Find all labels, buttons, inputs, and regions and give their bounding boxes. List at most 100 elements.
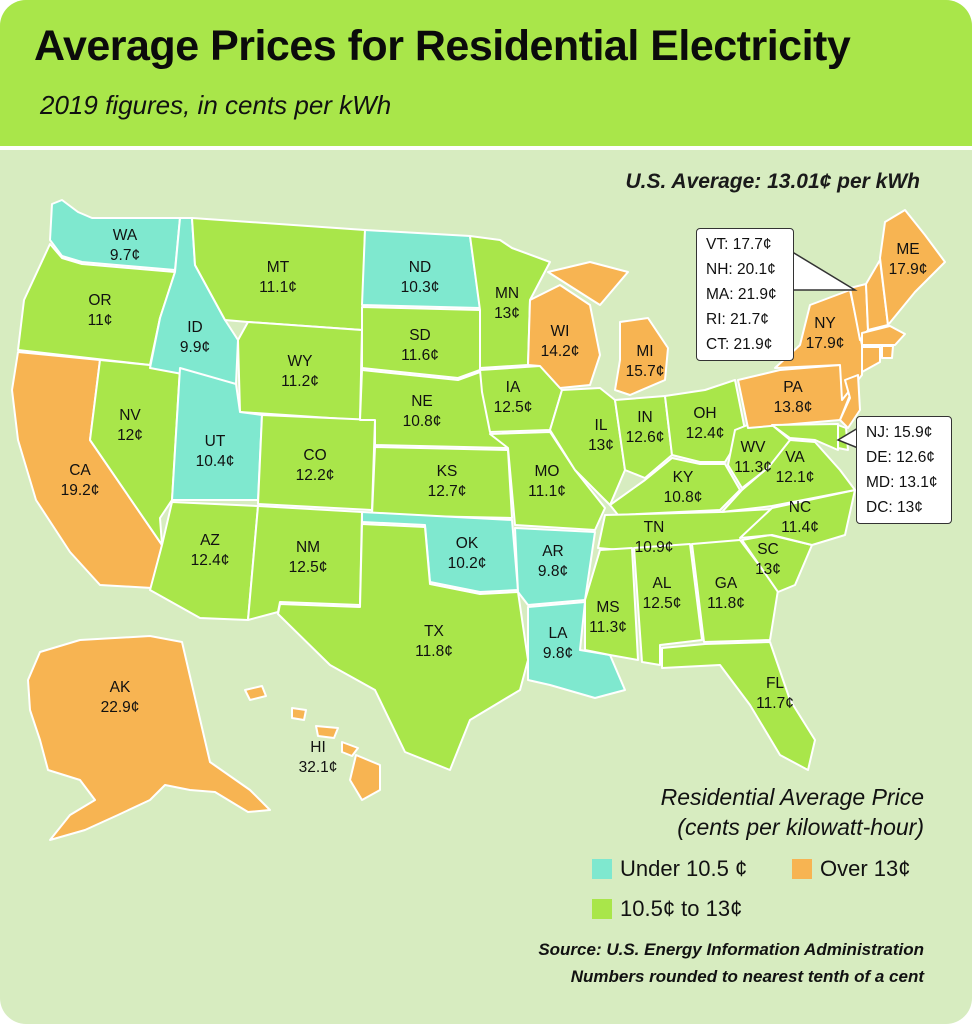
label-ny-abbr: NY [814, 315, 836, 332]
label-mo-abbr: MO [535, 463, 560, 480]
source-line1: Source: U.S. Energy Information Administ… [538, 940, 924, 959]
label-ny-price: 17.9¢ [806, 335, 845, 352]
state-ks [371, 446, 513, 519]
label-me-price: 17.9¢ [889, 261, 928, 278]
state-il [549, 387, 626, 506]
label-ca-abbr: CA [69, 462, 91, 479]
label-mn-abbr: MN [495, 285, 519, 302]
callout-md: MD: 13.1¢ [866, 474, 938, 491]
label-fl-abbr: FL [766, 675, 784, 692]
label-wy-abbr: WY [288, 353, 313, 370]
label-ga-price: 11.8¢ [707, 595, 745, 612]
label-ar-abbr: AR [542, 543, 564, 560]
state-mi [547, 261, 669, 396]
state-labels: WA 9.7¢ OR 11¢ CA 19.2¢ ID 9.9¢ NV 12¢ M… [61, 227, 928, 776]
callout-ri: RI: 21.7¢ [706, 311, 769, 328]
label-al-price: 12.5¢ [643, 595, 682, 612]
label-az-price: 12.4¢ [191, 552, 230, 569]
label-ks-price: 12.7¢ [428, 483, 467, 500]
state-wy [237, 321, 363, 421]
label-nm-price: 12.5¢ [289, 559, 328, 576]
source-note: Source: U.S. Energy Information Administ… [538, 936, 924, 990]
label-il-price: 13¢ [588, 437, 614, 454]
state-al [633, 543, 703, 666]
label-co-abbr: CO [303, 447, 326, 464]
label-pa-abbr: PA [783, 379, 803, 396]
callout-northeast-pointer [788, 248, 858, 291]
label-nd-abbr: ND [409, 259, 431, 276]
label-la-price: 9.8¢ [543, 645, 573, 662]
callout-nj: NJ: 15.9¢ [866, 424, 933, 441]
callout-de: DE: 12.6¢ [866, 449, 935, 466]
state-hi [244, 685, 381, 801]
callout-nh: NH: 20.1¢ [706, 261, 776, 278]
label-ut-price: 10.4¢ [196, 453, 235, 470]
label-wv-abbr: WV [741, 439, 767, 456]
label-mi-price: 15.7¢ [626, 363, 665, 380]
label-la-abbr: LA [549, 625, 569, 642]
label-hi-price: 32.1¢ [299, 759, 338, 776]
state-fl [661, 641, 816, 771]
label-sc-price: 13¢ [755, 561, 781, 578]
label-va-abbr: VA [785, 449, 805, 466]
label-al-abbr: AL [653, 575, 672, 592]
source-line2: Numbers rounded to nearest tenth of a ce… [570, 967, 924, 986]
us-average: U.S. Average: 13.01¢ per kWh [625, 170, 920, 193]
label-va-price: 12.1¢ [776, 469, 815, 486]
legend-item-mid: 10.5¢ to 13¢ [592, 896, 742, 922]
legend-swatch-mid [592, 899, 612, 919]
label-co-price: 12.2¢ [296, 467, 335, 484]
callout-vt: VT: 17.7¢ [706, 236, 772, 253]
label-wa-abbr: WA [113, 227, 138, 244]
label-me-abbr: ME [896, 241, 919, 258]
label-wv-price: 11.3¢ [734, 459, 772, 476]
label-ne-price: 10.8¢ [403, 413, 442, 430]
page-title: Average Prices for Residential Electrici… [34, 22, 851, 70]
label-in-price: 12.6¢ [626, 429, 665, 446]
state-wi [527, 284, 601, 389]
label-nc-price: 11.4¢ [781, 519, 819, 536]
state-ak [27, 635, 271, 841]
label-mt-price: 11.1¢ [259, 279, 297, 296]
label-nv-abbr: NV [119, 407, 141, 424]
header-banner: Average Prices for Residential Electrici… [0, 0, 972, 150]
state-nj [839, 374, 861, 429]
label-id-price: 9.9¢ [180, 339, 210, 356]
label-ks-abbr: KS [437, 463, 458, 480]
label-ca-price: 19.2¢ [61, 482, 100, 499]
label-il-abbr: IL [595, 417, 608, 434]
label-nc-abbr: NC [789, 499, 811, 516]
state-in [614, 395, 673, 479]
label-wi-abbr: WI [551, 323, 570, 340]
state-ri [881, 345, 894, 359]
label-pa-price: 13.8¢ [774, 399, 813, 416]
label-tn-abbr: TN [644, 519, 665, 536]
label-id-abbr: ID [187, 319, 203, 336]
label-mo-price: 11.1¢ [528, 483, 566, 500]
label-ms-price: 11.3¢ [589, 619, 627, 636]
callout-dc: DC: 13¢ [866, 499, 923, 516]
state-tx [277, 523, 529, 771]
legend-swatch-over [792, 859, 812, 879]
label-sd-abbr: SD [409, 327, 431, 344]
label-mn-price: 13¢ [494, 305, 520, 322]
label-tx-price: 11.8¢ [415, 643, 453, 660]
label-in-abbr: IN [637, 409, 653, 426]
label-az-abbr: AZ [200, 532, 220, 549]
state-ga [691, 539, 779, 643]
label-mi-abbr: MI [636, 343, 653, 360]
state-ms [584, 547, 639, 661]
state-ar [514, 527, 596, 606]
label-wi-price: 14.2¢ [541, 343, 580, 360]
legend-swatch-under [592, 859, 612, 879]
state-la [527, 601, 626, 699]
state-ct [861, 346, 881, 373]
legend-item-over: Over 13¢ [792, 856, 911, 882]
state-ok [361, 511, 519, 593]
label-ar-price: 9.8¢ [538, 563, 568, 580]
label-fl-price: 11.7¢ [756, 695, 794, 712]
label-ia-abbr: IA [506, 379, 521, 396]
label-nv-price: 12¢ [117, 427, 143, 444]
label-sd-price: 11.6¢ [401, 347, 439, 364]
